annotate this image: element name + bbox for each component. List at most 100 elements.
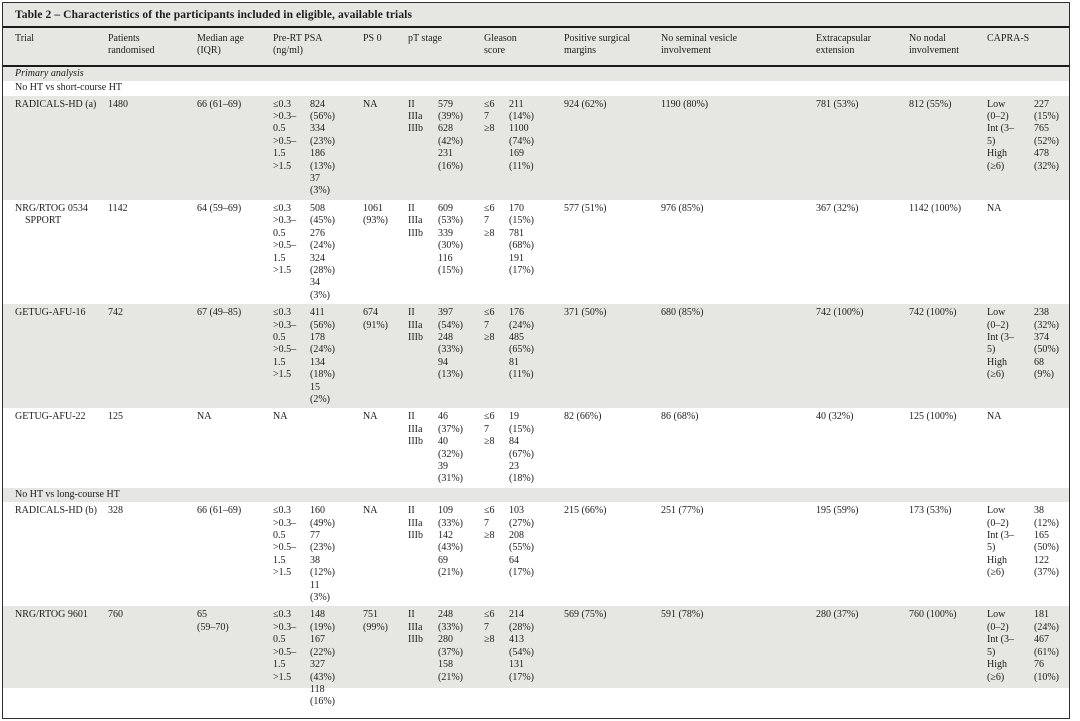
cell-nsvi: 1190 (80%): [661, 98, 709, 110]
cell-nsvi: 591 (78%): [661, 609, 704, 621]
capra-values: 227 (15%) 765 (52%) 478 (32%): [1034, 98, 1059, 172]
gleason-values: 214 (28%) 413 (54%) 131 (17%): [509, 609, 534, 683]
cell-median-age: 66 (61–69): [197, 505, 242, 517]
psa-values: 508 (45%) 276 (24%) 324 (28%) 34 (3%): [310, 202, 335, 301]
capra-values: 181 (24%) 467 (61%) 76 (10%): [1034, 609, 1059, 683]
cell-ps0: NA: [363, 98, 378, 110]
pt-stage-categories: II IIIa IIIb: [408, 98, 423, 135]
cell-capra: Low (0–2) Int (3– 5) High (≥6) 181 (24%) …: [987, 609, 1067, 708]
cell-ps0: 751 (99%): [363, 609, 388, 633]
cell-ps0: 674 (91%): [363, 307, 388, 331]
cell-ece: 280 (37%): [816, 609, 859, 621]
cell-patients: 328: [108, 505, 123, 517]
column-header-psa: Pre-RT PSA (ng/ml): [273, 33, 323, 57]
capra-categories: Low (0–2) Int (3– 5) High (≥6): [987, 505, 1014, 579]
cell-median-age: 67 (49–85): [197, 307, 242, 319]
cell-median-age: 64 (59–69): [197, 202, 242, 214]
cell-trial: NRG/RTOG 0534 SPPORT: [15, 202, 88, 227]
cell-psa: ≤0.3 >0.3– 0.5 >0.5– 1.5 >1.5 148 (19%) 1…: [273, 609, 363, 708]
pt-stage-categories: II IIIa IIIb: [408, 202, 423, 239]
cell-pt-stage: II IIIa IIIb 248 (33%) 280 (37%) 158 (21%…: [408, 609, 484, 708]
column-header-ps0: PS 0: [363, 33, 382, 44]
cell-median-age: NA: [197, 411, 212, 423]
column-header-pt-stage: pT stage: [408, 33, 442, 44]
cell-ps0: 1061 (93%): [363, 202, 388, 227]
pt-stage-values: 248 (33%) 280 (37%) 158 (21%): [438, 609, 463, 683]
gleason-values: 211 (14%) 1100 (74%) 169 (11%): [509, 98, 534, 172]
cell-ece: 367 (32%): [816, 202, 859, 214]
gleason-categories: ≤6 7 ≥8: [484, 505, 495, 542]
cell-psm: 924 (62%): [564, 98, 607, 110]
column-header-median-age: Median age (IQR): [197, 33, 244, 57]
section-label: No HT vs long-course HT: [15, 488, 120, 500]
pt-stage-values: 109 (33%) 142 (43%) 69 (21%): [438, 505, 463, 579]
cell-patients: 760: [108, 609, 123, 621]
cell-nni: 742 (100%): [909, 307, 957, 319]
pt-stage-values: 46 (37%) 40 (32%) 39 (31%): [438, 411, 463, 485]
capra-categories: Low (0–2) Int (3– 5) High (≥6): [987, 98, 1014, 172]
psa-values: 411 (56%) 178 (24%) 134 (18%) 15 (2%): [310, 307, 335, 405]
cell-nsvi: 251 (77%): [661, 505, 704, 517]
column-header-psm: Positive surgical margins: [564, 33, 631, 57]
psa-values: 160 (49%) 77 (23%) 38 (12%) 11 (3%): [310, 505, 335, 604]
psa-categories: ≤0.3 >0.3– 0.5 >0.5– 1.5 >1.5: [273, 505, 297, 579]
cell-gleason: ≤6 7 ≥8 170 (15%) 781 (68%) 191 (17%): [484, 203, 564, 302]
cell-trial: RADICALS-HD (a): [15, 98, 97, 110]
table-body: Primary analysis No HT vs short-course HT…: [3, 66, 1069, 711]
cell-ps0: NA: [363, 411, 378, 423]
pt-stage-values: 579 (39%) 628 (42%) 231 (16%): [438, 98, 463, 172]
capra-values: 238 (32%) 374 (50%) 68 (9%): [1034, 307, 1059, 381]
cell-gleason: ≤6 7 ≥8 211 (14%) 1100 (74%) 169 (11%): [484, 99, 564, 198]
cell-psm: 371 (50%): [564, 307, 607, 319]
cell-patients: 742: [108, 307, 123, 319]
trial-row: GETUG-AFU-16 742 67 (49–85) ≤0.3 >0.3– 0.5 …: [3, 304, 1069, 409]
section-label: No HT vs short-course HT: [15, 82, 123, 94]
table-header-row: Trial Patients randomised Median age (IQR)…: [3, 28, 1069, 67]
cell-trial: GETUG-AFU-22: [15, 411, 86, 423]
pt-stage-categories: II IIIa IIIb: [408, 505, 423, 542]
psa-categories: ≤0.3 >0.3– 0.5 >0.5– 1.5 >1.5: [273, 307, 297, 381]
cell-nni: 1142 (100%): [909, 202, 962, 214]
cell-psm: 577 (51%): [564, 202, 607, 214]
gleason-values: 170 (15%) 781 (68%) 191 (17%): [509, 202, 534, 276]
section-row: No HT vs long-course HT: [3, 487, 1069, 503]
cell-gleason: ≤6 7 ≥8 103 (27%) 208 (55%) 64 (17%): [484, 505, 564, 604]
cell-nni: 760 (100%): [909, 609, 957, 621]
column-header-nsvi: No seminal vesicle involvement: [661, 33, 738, 57]
column-header-trial: Trial: [15, 33, 35, 44]
cell-psm: 215 (66%): [564, 505, 607, 517]
pt-stage-categories: II IIIa IIIb: [408, 609, 423, 646]
cell-median-age: 65 (59–70): [197, 609, 229, 633]
cell-nni: 173 (53%): [909, 505, 952, 517]
cell-capra: NA: [987, 411, 1002, 423]
cell-patients: 125: [108, 411, 123, 423]
cell-gleason: ≤6 7 ≥8 19 (15%) 84 (67%) 23 (18%): [484, 411, 564, 485]
cell-psm: 569 (75%): [564, 609, 607, 621]
cell-psa: ≤0.3 >0.3– 0.5 >0.5– 1.5 >1.5 160 (49%) 7…: [273, 505, 363, 604]
capra-categories: Low (0–2) Int (3– 5) High (≥6): [987, 307, 1014, 381]
column-header-nni: No nodal involvement: [909, 33, 959, 57]
section-row: Primary analysis: [3, 66, 1069, 82]
cell-capra: Low (0–2) Int (3– 5) High (≥6) 38 (12%) 1…: [987, 505, 1067, 604]
cell-psa: ≤0.3 >0.3– 0.5 >0.5– 1.5 >1.5 824 (56%) 3…: [273, 99, 363, 198]
cell-gleason: ≤6 7 ≥8 214 (28%) 413 (54%) 131 (17%): [484, 609, 564, 708]
column-header-gleason: Gleason score: [484, 33, 517, 57]
gleason-categories: ≤6 7 ≥8: [484, 98, 495, 135]
capra-categories: Low (0–2) Int (3– 5) High (≥6): [987, 609, 1014, 683]
section-row: No HT vs short-course HT: [3, 81, 1069, 95]
cell-patients: 1480: [108, 98, 128, 110]
cell-nsvi: 976 (85%): [661, 202, 704, 214]
trial-row: NRG/RTOG 9601 760 65 (59–70) ≤0.3 >0.3– 0.5…: [3, 606, 1069, 711]
pt-stage-values: 397 (54%) 248 (33%) 94 (13%): [438, 307, 463, 381]
cell-ece: 781 (53%): [816, 98, 859, 110]
cell-psa: ≤0.3 >0.3– 0.5 >0.5– 1.5 >1.5 411 (56%) 1…: [273, 307, 363, 406]
gleason-values: 103 (27%) 208 (55%) 64 (17%): [509, 505, 534, 579]
cell-pt-stage: II IIIa IIIb 46 (37%) 40 (32%) 39 (31%): [408, 411, 484, 485]
cell-psm: 82 (66%): [564, 411, 602, 423]
gleason-values: 176 (24%) 485 (65%) 81 (11%): [509, 307, 534, 381]
cell-nni: 125 (100%): [909, 411, 957, 423]
cell-pt-stage: II IIIa IIIb 109 (33%) 142 (43%) 69 (21%): [408, 505, 484, 604]
gleason-categories: ≤6 7 ≥8: [484, 609, 495, 646]
